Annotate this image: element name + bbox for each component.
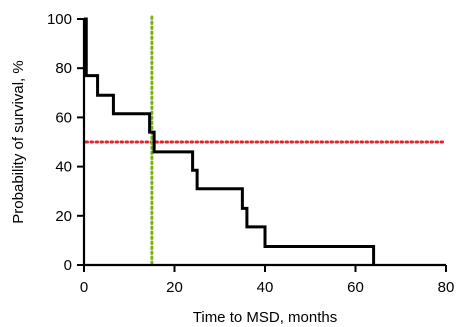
ticks: 0 20 40 60 80 0 20 40 60 80 100 — [47, 11, 454, 296]
x-tick-label-2: 40 — [257, 279, 274, 296]
survival-curve-layer — [84, 17, 376, 265]
survival-curve-0 — [84, 17, 376, 265]
y-tick-label-5: 100 — [47, 11, 72, 28]
x-tick-label-1: 20 — [166, 279, 183, 296]
y-tick-label-4: 80 — [55, 60, 72, 77]
y-tick-label-1: 20 — [55, 208, 72, 225]
x-tick-label-0: 0 — [80, 279, 88, 296]
x-axis-title: Time to MSD, months — [193, 309, 337, 326]
y-tick-label-2: 40 — [55, 159, 72, 176]
y-tick-label-0: 0 — [64, 257, 72, 274]
y-axis-title: Probability of survival, % — [10, 60, 27, 223]
y-tick-label-3: 60 — [55, 109, 72, 126]
x-tick-label-4: 80 — [438, 279, 455, 296]
x-tick-label-3: 60 — [347, 279, 364, 296]
reference-lines — [84, 15, 448, 267]
